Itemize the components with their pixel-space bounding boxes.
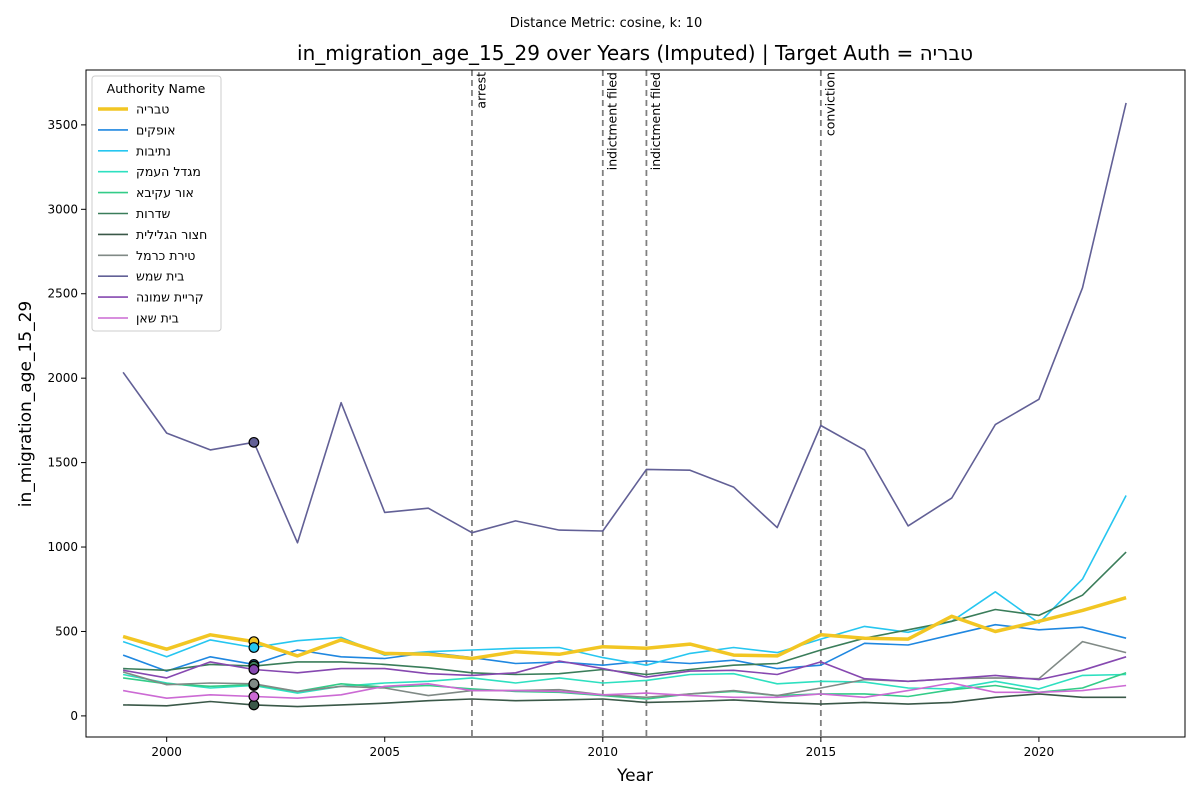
- series-line-0: [122, 596, 1127, 661]
- y-tick-label-500: 500: [55, 624, 78, 638]
- y-tick-label-0: 0: [70, 709, 78, 723]
- highlight-point-2: [248, 642, 260, 653]
- x-axis: 2000 2005 2010 2015 2020: [151, 737, 1054, 759]
- highlight-point-7: [248, 678, 260, 690]
- legend-label-7: טירת כרמל: [136, 248, 195, 263]
- series-line-10: [122, 682, 1127, 700]
- chart-title: in_migration_age_15_29 over Years (Imput…: [297, 41, 973, 65]
- y-axis: 0 500 1000 1500 2000 2500 3000 3500: [47, 118, 86, 723]
- y-axis-title: in_migration_age_15_29: [16, 301, 36, 507]
- legend-label-5: שדרות: [136, 206, 171, 221]
- y-tick-label-3000: 3000: [47, 202, 78, 216]
- legend: Authority Name טבריה אופקים נתיבות מגדל העמ…: [91, 75, 222, 332]
- legend-label-2: נתיבות: [136, 143, 171, 158]
- x-tick-label-2005: 2005: [369, 745, 400, 759]
- event-label-2007: arrest: [474, 72, 489, 109]
- series-line-2: [122, 495, 1127, 667]
- series-line-9: [122, 656, 1127, 683]
- series-line-3: [122, 672, 1127, 694]
- plot-frame: [85, 69, 1186, 738]
- legend-title: Authority Name: [107, 81, 206, 96]
- series-line-5: [123, 551, 1127, 676]
- legend-label-0: טבריה: [136, 102, 169, 117]
- legend-label-3: מגדל העמק: [136, 164, 201, 179]
- y-tick-label-1000: 1000: [47, 540, 78, 554]
- x-tick-label-2000: 2000: [151, 745, 182, 759]
- x-axis-title: Year: [616, 766, 653, 786]
- legend-label-9: קריית שמונה: [136, 290, 204, 305]
- event-label-2010: indictment filed: [604, 72, 619, 170]
- y-tick-label-2500: 2500: [47, 287, 78, 301]
- series-line-6: [123, 693, 1127, 708]
- legend-label-6: חצור הגלילית: [136, 227, 207, 242]
- x-tick-label-2020: 2020: [1024, 745, 1055, 759]
- x-tick-label-2010: 2010: [588, 745, 619, 759]
- x-tick-label-2015: 2015: [806, 745, 837, 759]
- series-line-8: [122, 102, 1127, 544]
- event-label-2015: conviction: [822, 72, 837, 136]
- legend-label-1: אופקים: [136, 122, 176, 137]
- y-tick-label-2000: 2000: [47, 371, 78, 385]
- legend-label-4: אור עקיבא: [136, 185, 194, 200]
- legend-entries: טבריה אופקים נתיבות מגדל העמק אור עקיבא שדרות…: [98, 102, 207, 326]
- y-tick-label-1500: 1500: [47, 456, 78, 470]
- chart-suptitle: Distance Metric: cosine, k: 10: [510, 16, 702, 31]
- legend-box: [91, 75, 222, 332]
- legend-label-10: בית שאן: [136, 311, 179, 326]
- legend-label-8: בית שמש: [136, 269, 184, 284]
- plot-area: arrest indictment filed indictment filed co…: [122, 70, 1127, 737]
- highlight-point-10: [248, 691, 260, 702]
- highlight-point-9: [248, 664, 260, 675]
- event-label-2011: indictment filed: [648, 72, 663, 170]
- highlight-point-8: [248, 436, 260, 448]
- y-tick-label-3500: 3500: [47, 118, 78, 132]
